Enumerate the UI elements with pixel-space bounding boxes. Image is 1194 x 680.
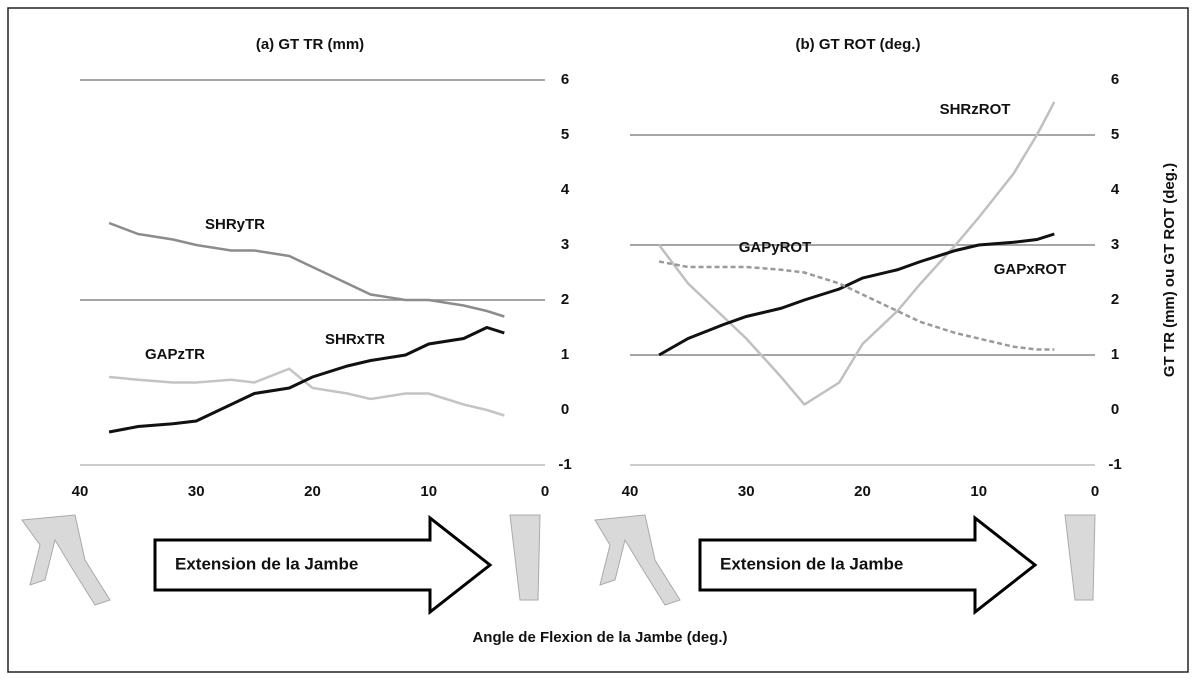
y-tick-label: 0 xyxy=(561,401,569,418)
y-tick-label: 6 xyxy=(1111,71,1119,88)
y-tick-label: 1 xyxy=(1111,346,1119,363)
arrow-label: Extension de la Jambe xyxy=(720,554,903,573)
series-line xyxy=(658,101,1056,407)
panel-title: (a) GT TR (mm) xyxy=(256,36,364,53)
y-tick-label: -1 xyxy=(1108,456,1121,473)
x-tick-label: 10 xyxy=(420,483,437,500)
series-line xyxy=(108,325,505,434)
y-tick-label: 5 xyxy=(1111,126,1119,143)
x-tick-label: 0 xyxy=(1091,483,1099,500)
y-tick-label: -1 xyxy=(558,456,571,473)
y-tick-label: 0 xyxy=(1111,401,1119,418)
frame xyxy=(7,7,1189,673)
series-label: SHRzROT xyxy=(940,101,1011,118)
series-label: SHRxTR xyxy=(325,331,385,348)
series-label: GAPxROT xyxy=(994,261,1067,278)
panel-title: (b) GT ROT (deg.) xyxy=(796,36,921,53)
x-tick-label: 20 xyxy=(304,483,321,500)
leg-bent xyxy=(594,514,681,606)
y-tick-label: 4 xyxy=(1111,181,1120,198)
y-tick-label: 2 xyxy=(561,291,569,308)
series-label: GAPyROT xyxy=(739,239,812,256)
arrow-label: Extension de la Jambe xyxy=(175,554,358,573)
arrow xyxy=(153,514,493,616)
y-tick-label: 2 xyxy=(1111,291,1119,308)
series-line xyxy=(108,221,505,318)
leg-straight xyxy=(1064,514,1096,601)
y-tick-label: 3 xyxy=(561,236,569,253)
x-tick-label: 40 xyxy=(72,483,89,500)
y-tick-label: 6 xyxy=(561,71,569,88)
x-tick-label: 0 xyxy=(541,483,549,500)
leg-bent xyxy=(21,514,111,606)
series-label: SHRyTR xyxy=(205,216,265,233)
x-tick-label: 20 xyxy=(854,483,871,500)
arrow xyxy=(698,514,1038,616)
y-tick-label: 3 xyxy=(1111,236,1119,253)
y-tick-label: 5 xyxy=(561,126,569,143)
y-tick-label: 4 xyxy=(561,181,570,198)
y-tick-label: 1 xyxy=(561,346,569,363)
series-line xyxy=(108,367,505,417)
x-tick-label: 40 xyxy=(622,483,639,500)
leg-figures xyxy=(21,514,1096,606)
x-tick-label: 30 xyxy=(188,483,205,500)
series-line xyxy=(658,260,1055,351)
series-label: GAPzTR xyxy=(145,346,205,363)
x-tick-label: 30 xyxy=(738,483,755,500)
x-axis-title: Angle de Flexion de la Jambe (deg.) xyxy=(472,629,727,646)
leg-straight xyxy=(509,514,541,601)
x-tick-label: 10 xyxy=(970,483,987,500)
y-axis-title: GT TR (mm) ou GT ROT (deg.) xyxy=(1161,163,1178,377)
series-line xyxy=(658,232,1055,357)
